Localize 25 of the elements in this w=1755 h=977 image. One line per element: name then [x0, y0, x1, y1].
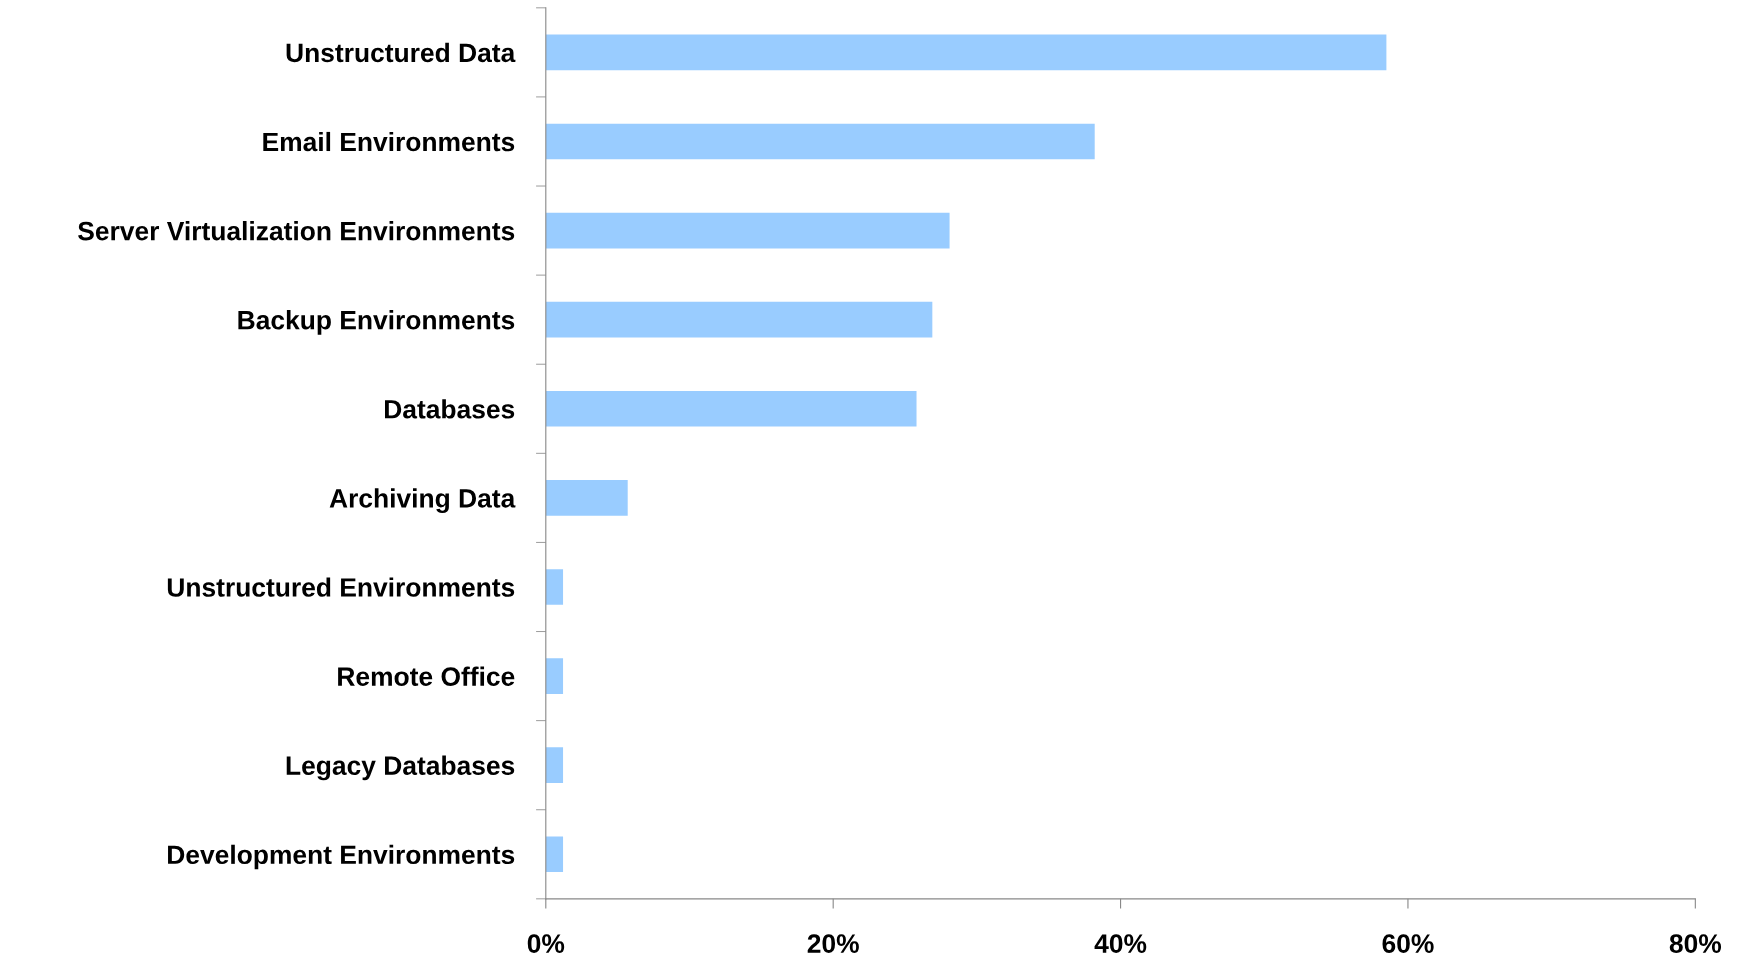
bar: [545, 480, 628, 516]
x-tick-label: 40%: [1094, 934, 1147, 953]
bar: [545, 569, 564, 605]
bar: [545, 390, 917, 427]
bar: [545, 123, 1095, 160]
y-tick-label: Databases: [385, 399, 515, 419]
y-tick-label: Archiving Data: [329, 488, 516, 514]
x-tick-label: 60%: [1382, 934, 1434, 953]
bar: [545, 34, 1387, 71]
x-tick-label: 80%: [1669, 934, 1722, 953]
x-tick-label: 0%: [527, 934, 565, 953]
bar: [545, 301, 933, 338]
y-tick-label: Legacy Databases: [286, 755, 515, 781]
x-tick-label: 20%: [807, 934, 859, 953]
y-tick-label: Backup Environments: [238, 310, 515, 335]
y-tick-label: Unstructured Data: [286, 42, 516, 63]
bar: [545, 658, 564, 694]
y-tick-label: Remote Office: [338, 666, 515, 686]
y-tick-label: Email Environments: [263, 131, 515, 152]
y-tick-label: Server Virtualization Environments: [78, 221, 515, 241]
y-tick-label: Development Environments: [168, 844, 515, 870]
bar: [545, 836, 564, 873]
y-tick-label: Unstructured Environments: [167, 577, 515, 597]
bar: [545, 747, 564, 784]
bar: [545, 212, 950, 249]
